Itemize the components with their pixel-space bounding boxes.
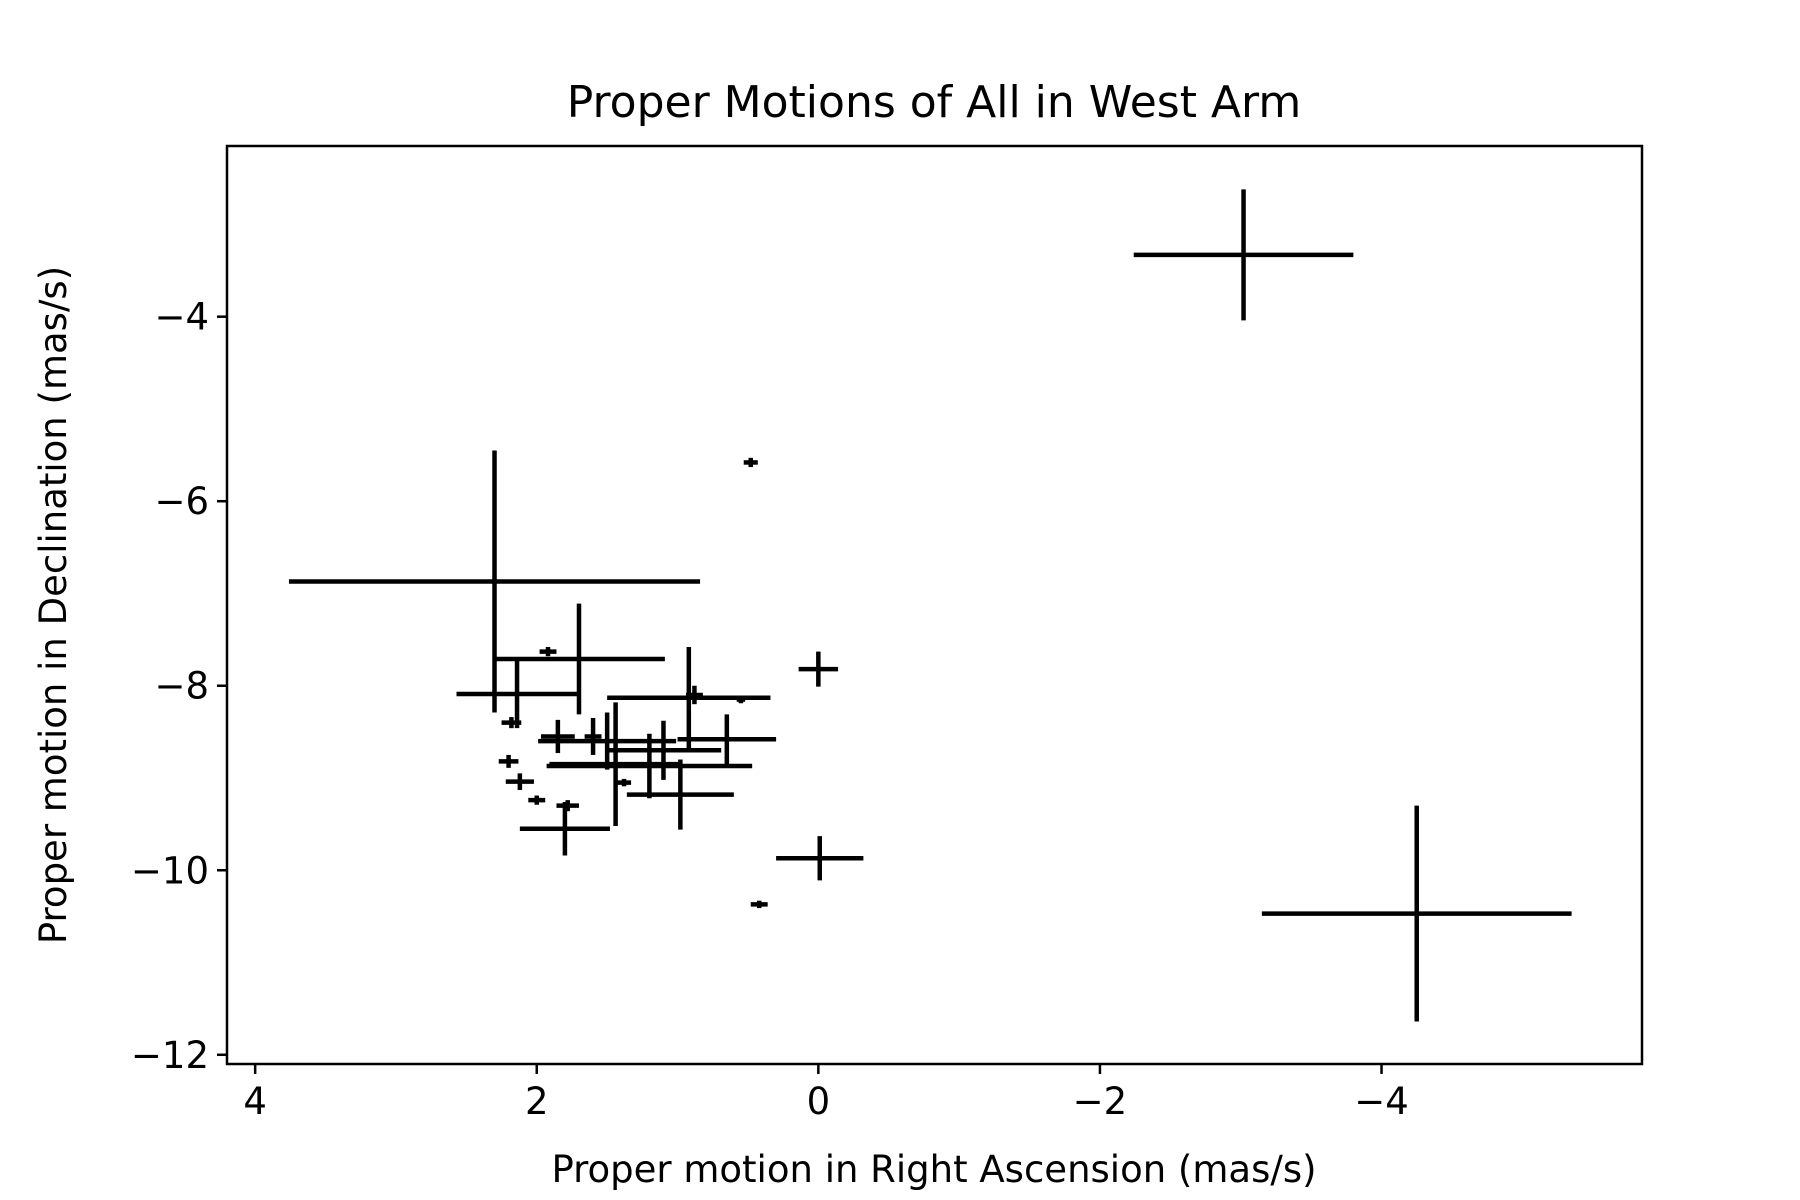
x-tick-label: −4 — [1354, 1080, 1409, 1123]
data-point — [498, 754, 519, 768]
data-point — [528, 795, 546, 805]
x-axis-ticks: 4 2 0 −2 −4 — [243, 1064, 1409, 1123]
x-tick-label: 0 — [807, 1080, 831, 1123]
x-tick-label: 4 — [243, 1080, 267, 1123]
data-point — [685, 685, 703, 705]
y-axis-ticks: −4 −6 −8 −10 −12 — [131, 296, 227, 1077]
data-point — [456, 659, 578, 729]
data-point — [549, 702, 682, 826]
data-point — [556, 800, 579, 812]
data-point — [538, 712, 677, 770]
data-point — [776, 836, 864, 881]
y-axis-label: Proper motion in Declination (mas/s) — [32, 266, 75, 944]
x-tick-label: −2 — [1073, 1080, 1128, 1123]
data-point — [540, 719, 575, 754]
data-point — [1261, 805, 1572, 1022]
data-point — [798, 651, 839, 687]
data-point — [539, 646, 557, 657]
data-point — [750, 900, 768, 909]
data-point — [505, 773, 534, 790]
y-tick-label: −10 — [131, 849, 209, 892]
x-tick-label: 2 — [525, 1080, 549, 1123]
x-axis-label: Proper motion in Right Ascension (mas/s) — [551, 1148, 1316, 1191]
y-tick-label: −4 — [154, 296, 209, 339]
data-point — [677, 714, 777, 765]
data-point — [519, 801, 610, 856]
data-point — [626, 759, 734, 830]
data-point — [605, 720, 722, 780]
data-point — [584, 718, 602, 755]
errorbar-series — [288, 189, 1572, 1022]
data-point — [288, 450, 701, 713]
data-point — [743, 457, 758, 468]
y-tick-label: −8 — [154, 665, 209, 708]
data-point — [493, 603, 665, 715]
plot-area — [225, 144, 1644, 1066]
data-point — [736, 695, 746, 704]
y-tick-label: −12 — [131, 1034, 209, 1077]
data-point — [1133, 189, 1354, 321]
y-tick-label: −6 — [154, 480, 209, 523]
data-point — [501, 717, 522, 729]
chart-title: Proper Motions of All in West Arm — [567, 77, 1301, 128]
data-point — [617, 778, 632, 787]
